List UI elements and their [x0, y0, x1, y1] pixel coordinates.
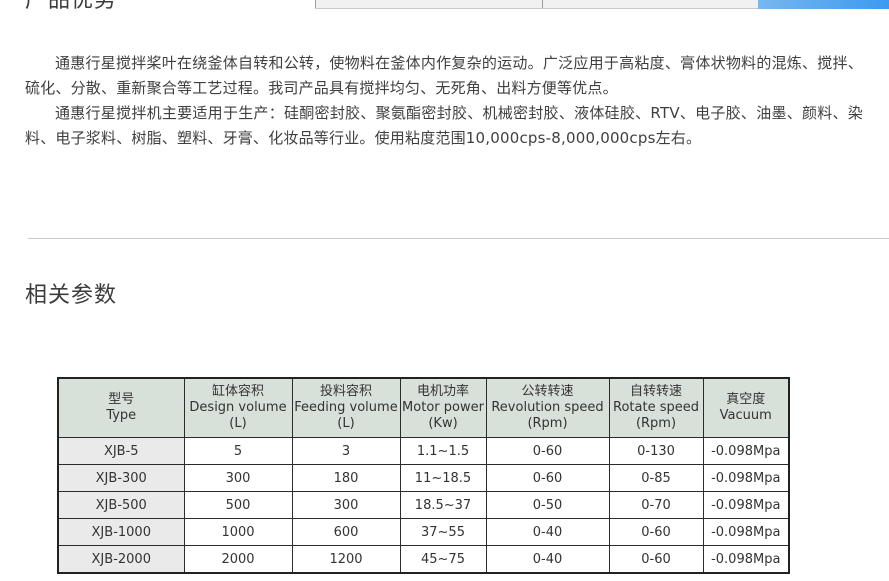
- value-cell: -0.098Mpa: [702, 437, 790, 465]
- table-row: XJB-2000 2000 1200 45~75 0-40 0-60 -0.09…: [57, 545, 790, 574]
- value-cell: 0-60: [485, 437, 610, 465]
- advantages-copy: 通惠行星搅拌桨叶在绕釜体自转和公转，使物料在釜体内作复杂的运动。广泛应用于高粘度…: [25, 51, 863, 151]
- value-cell: 11~18.5: [399, 464, 487, 492]
- value-cell: 0-130: [608, 437, 704, 465]
- header-en: Rotate speed: [613, 400, 699, 415]
- value-cell: 300: [183, 464, 293, 492]
- value-cell: 0-85: [608, 464, 704, 492]
- value-cell: 3: [291, 437, 401, 465]
- value-cell: 1.1~1.5: [399, 437, 487, 465]
- value-cell: -0.098Mpa: [702, 491, 790, 519]
- value-cell: 2000: [183, 545, 293, 574]
- header-en: Revolution speed: [491, 400, 604, 415]
- value-cell: -0.098Mpa: [702, 518, 790, 546]
- header-en: Motor power: [402, 400, 484, 415]
- nav-active-tab-highlight[interactable]: [758, 0, 889, 9]
- header-unit: (L): [229, 416, 247, 431]
- value-cell: 0-60: [485, 464, 610, 492]
- model-cell: XJB-500: [57, 491, 185, 519]
- col-header-motor-power: 电机功率 Motor power (Kw): [399, 377, 487, 438]
- model-cell: XJB-5: [57, 437, 185, 465]
- advantages-paragraph-1: 通惠行星搅拌桨叶在绕釜体自转和公转，使物料在釜体内作复杂的运动。广泛应用于高粘度…: [25, 54, 863, 97]
- col-header-type: 型号 Type: [57, 377, 185, 438]
- header-cn: 电机功率: [416, 384, 469, 399]
- col-header-revolution-speed: 公转转速 Revolution speed (Rpm): [485, 377, 610, 438]
- header-unit: (Rpm): [527, 416, 568, 431]
- value-cell: 0-60: [608, 545, 704, 574]
- value-cell: 1200: [291, 545, 401, 574]
- header-en: Vacuum: [719, 408, 772, 423]
- header-cn: 型号: [108, 392, 135, 407]
- top-nav-strip[interactable]: [315, 0, 889, 9]
- header-cn: 投料容积: [319, 384, 372, 399]
- header-cn: 真空度: [726, 392, 766, 407]
- nav-divider: [542, 0, 543, 8]
- value-cell: 0-70: [608, 491, 704, 519]
- col-header-feeding-volume: 投料容积 Feeding volume (L): [291, 377, 401, 438]
- table-header-row: 型号 Type 缸体容积 Design volume (L) 投料容积 Feed…: [57, 377, 790, 438]
- value-cell: 37~55: [399, 518, 487, 546]
- header-unit: (Rpm): [635, 416, 677, 431]
- table-row: XJB-500 500 300 18.5~37 0-50 0-70 -0.098…: [57, 491, 790, 519]
- section-divider: [28, 238, 889, 239]
- header-unit: (Kw): [428, 416, 458, 431]
- col-header-vacuum: 真空度 Vacuum: [702, 377, 790, 438]
- header-cn: 自转转速: [629, 384, 682, 399]
- model-cell: XJB-2000: [57, 545, 185, 574]
- section-title-advantages: 产品优势: [25, 0, 118, 13]
- model-cell: XJB-300: [57, 464, 185, 492]
- value-cell: 18.5~37: [399, 491, 487, 519]
- value-cell: 0-60: [608, 518, 704, 546]
- value-cell: 300: [291, 491, 401, 519]
- table-row: XJB-300 300 180 11~18.5 0-60 0-85 -0.098…: [57, 464, 790, 492]
- value-cell: 45~75: [399, 545, 487, 574]
- nav-divider: [315, 0, 316, 8]
- header-en: Type: [106, 408, 137, 423]
- advantages-paragraph-2: 通惠行星搅拌机主要适用于生产：硅酮密封胶、聚氨酯密封胶、机械密封胶、液体硅胶、R…: [25, 104, 863, 147]
- header-cn: 公转转速: [521, 384, 574, 399]
- value-cell: 0-50: [485, 491, 610, 519]
- header-unit: (L): [337, 416, 355, 431]
- header-en: Feeding volume: [294, 400, 398, 415]
- value-cell: -0.098Mpa: [702, 545, 790, 574]
- col-header-rotate-speed: 自转转速 Rotate speed (Rpm): [608, 377, 704, 438]
- header-cn: 缸体容积: [211, 384, 264, 399]
- value-cell: 180: [291, 464, 401, 492]
- spec-table: 型号 Type 缸体容积 Design volume (L) 投料容积 Feed…: [57, 377, 790, 574]
- value-cell: 0-40: [485, 545, 610, 574]
- value-cell: 600: [291, 518, 401, 546]
- value-cell: -0.098Mpa: [702, 464, 790, 492]
- header-en: Design volume: [189, 400, 287, 415]
- value-cell: 500: [183, 491, 293, 519]
- value-cell: 0-40: [485, 518, 610, 546]
- value-cell: 1000: [183, 518, 293, 546]
- col-header-design-volume: 缸体容积 Design volume (L): [183, 377, 293, 438]
- table-row: XJB-1000 1000 600 37~55 0-40 0-60 -0.098…: [57, 518, 790, 546]
- section-title-params: 相关参数: [25, 283, 118, 308]
- table-row: XJB-5 5 3 1.1~1.5 0-60 0-130 -0.098Mpa: [57, 437, 790, 465]
- value-cell: 5: [183, 437, 293, 465]
- model-cell: XJB-1000: [57, 518, 185, 546]
